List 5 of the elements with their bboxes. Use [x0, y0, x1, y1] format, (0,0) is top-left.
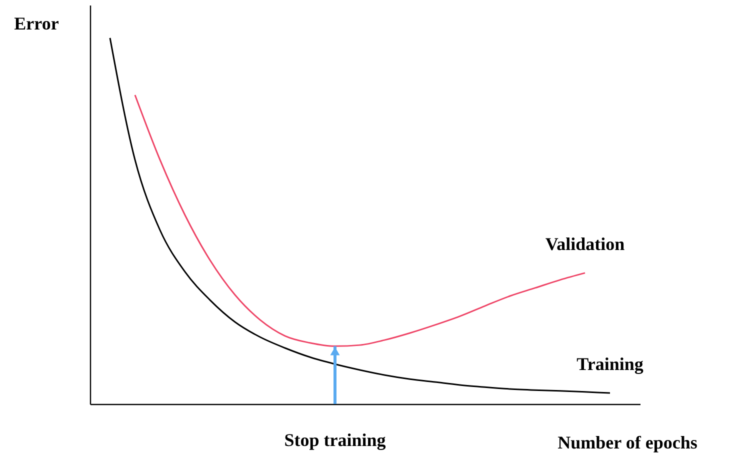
series-label: Validation [545, 234, 625, 254]
text: Stop training [284, 430, 386, 450]
x-axis-title: Number of epochs [558, 432, 698, 452]
series-label: Training [576, 354, 644, 374]
y-axis-title: Error [14, 14, 59, 34]
